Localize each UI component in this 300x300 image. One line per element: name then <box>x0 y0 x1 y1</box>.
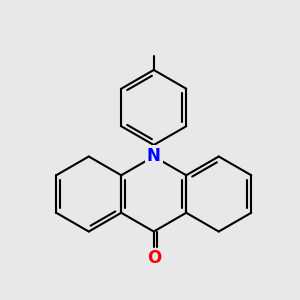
Text: N: N <box>147 148 161 166</box>
Text: O: O <box>147 249 161 267</box>
